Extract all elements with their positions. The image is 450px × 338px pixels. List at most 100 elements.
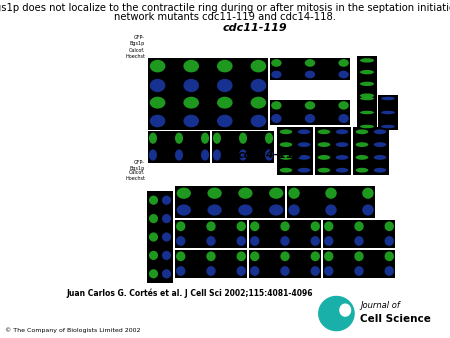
Ellipse shape bbox=[305, 59, 315, 67]
Ellipse shape bbox=[206, 251, 216, 261]
Ellipse shape bbox=[207, 188, 222, 199]
Bar bbox=[249, 220, 321, 234]
Ellipse shape bbox=[280, 155, 292, 160]
Ellipse shape bbox=[325, 204, 337, 216]
Ellipse shape bbox=[360, 93, 374, 98]
Ellipse shape bbox=[237, 221, 246, 231]
Ellipse shape bbox=[149, 269, 158, 279]
Ellipse shape bbox=[298, 129, 310, 134]
Text: Calcof.
Hoechst: Calcof. Hoechst bbox=[125, 170, 145, 181]
Ellipse shape bbox=[176, 266, 185, 276]
Bar bbox=[270, 100, 350, 112]
Ellipse shape bbox=[207, 204, 222, 216]
Ellipse shape bbox=[280, 266, 290, 276]
Ellipse shape bbox=[354, 221, 364, 231]
Ellipse shape bbox=[239, 149, 247, 161]
Ellipse shape bbox=[177, 188, 191, 199]
Ellipse shape bbox=[305, 114, 315, 123]
Ellipse shape bbox=[298, 155, 310, 160]
Ellipse shape bbox=[360, 125, 374, 128]
Ellipse shape bbox=[310, 221, 320, 231]
Bar bbox=[175, 250, 247, 264]
Ellipse shape bbox=[149, 251, 158, 260]
Bar bbox=[287, 186, 375, 202]
Bar bbox=[147, 191, 160, 283]
Ellipse shape bbox=[374, 168, 386, 173]
Ellipse shape bbox=[217, 60, 233, 72]
Text: Calcof.
Hoechst: Calcof. Hoechst bbox=[125, 48, 145, 59]
Ellipse shape bbox=[238, 188, 252, 199]
Ellipse shape bbox=[318, 129, 330, 134]
Ellipse shape bbox=[150, 115, 166, 127]
Ellipse shape bbox=[362, 204, 373, 216]
Ellipse shape bbox=[325, 188, 337, 199]
Text: Journal of: Journal of bbox=[360, 301, 400, 310]
Polygon shape bbox=[340, 304, 351, 316]
Ellipse shape bbox=[360, 82, 374, 86]
Ellipse shape bbox=[354, 251, 364, 261]
Ellipse shape bbox=[162, 269, 171, 279]
Bar bbox=[270, 112, 350, 125]
Ellipse shape bbox=[288, 204, 300, 216]
Ellipse shape bbox=[213, 149, 221, 161]
Ellipse shape bbox=[280, 251, 290, 261]
Ellipse shape bbox=[338, 114, 349, 123]
Ellipse shape bbox=[149, 214, 158, 223]
Bar bbox=[295, 127, 313, 175]
Ellipse shape bbox=[280, 168, 292, 173]
Bar bbox=[175, 220, 247, 234]
Ellipse shape bbox=[176, 236, 185, 246]
Text: © The Company of Biologists Limited 2002: © The Company of Biologists Limited 2002 bbox=[5, 328, 140, 333]
Text: Bgs1p does not localize to the contractile ring during or after mitosis in the s: Bgs1p does not localize to the contracti… bbox=[0, 3, 450, 13]
Ellipse shape bbox=[298, 142, 310, 147]
Ellipse shape bbox=[150, 79, 166, 92]
Ellipse shape bbox=[217, 97, 233, 108]
Bar bbox=[270, 69, 350, 80]
Ellipse shape bbox=[184, 79, 199, 92]
Bar bbox=[160, 191, 173, 283]
Text: Cell Science: Cell Science bbox=[360, 314, 431, 323]
Ellipse shape bbox=[206, 266, 216, 276]
Ellipse shape bbox=[310, 251, 320, 261]
Ellipse shape bbox=[239, 132, 247, 144]
Ellipse shape bbox=[238, 204, 252, 216]
Bar bbox=[287, 202, 375, 218]
Ellipse shape bbox=[251, 79, 266, 92]
Text: GFP-
Bgs1p: GFP- Bgs1p bbox=[130, 35, 145, 46]
Bar bbox=[249, 234, 321, 248]
Ellipse shape bbox=[177, 204, 191, 216]
Ellipse shape bbox=[381, 97, 395, 100]
Bar bbox=[249, 250, 321, 264]
Bar bbox=[323, 220, 395, 234]
Ellipse shape bbox=[280, 129, 292, 134]
Ellipse shape bbox=[318, 168, 330, 173]
Ellipse shape bbox=[354, 266, 364, 276]
Bar bbox=[323, 250, 395, 264]
Bar bbox=[323, 234, 395, 248]
Ellipse shape bbox=[385, 251, 394, 261]
Ellipse shape bbox=[251, 60, 266, 72]
Ellipse shape bbox=[206, 221, 216, 231]
Ellipse shape bbox=[184, 60, 199, 72]
Ellipse shape bbox=[338, 71, 349, 78]
Text: cdc14-118: cdc14-118 bbox=[238, 150, 302, 160]
Ellipse shape bbox=[362, 188, 373, 199]
Bar bbox=[148, 95, 268, 112]
Bar bbox=[175, 234, 247, 248]
Bar bbox=[277, 127, 295, 175]
Bar bbox=[148, 76, 268, 95]
Ellipse shape bbox=[265, 149, 273, 161]
Bar bbox=[353, 127, 371, 175]
Ellipse shape bbox=[280, 221, 290, 231]
Bar bbox=[175, 186, 285, 202]
Bar bbox=[148, 58, 268, 76]
Ellipse shape bbox=[150, 60, 166, 72]
Ellipse shape bbox=[298, 168, 310, 173]
Ellipse shape bbox=[162, 251, 171, 260]
Ellipse shape bbox=[338, 59, 349, 67]
Bar bbox=[378, 95, 398, 130]
Bar bbox=[212, 147, 274, 163]
Ellipse shape bbox=[150, 97, 166, 108]
Ellipse shape bbox=[305, 71, 315, 78]
Ellipse shape bbox=[356, 129, 368, 134]
